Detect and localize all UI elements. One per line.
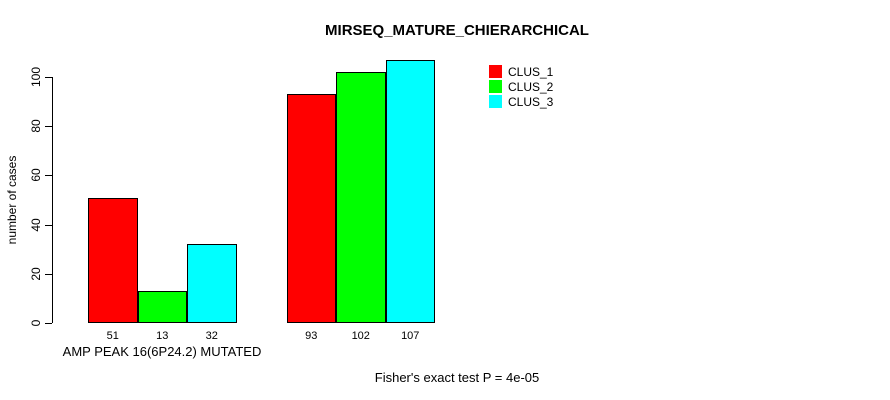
legend-label: CLUS_3 xyxy=(508,94,554,109)
legend-swatch-icon xyxy=(489,80,502,93)
legend-swatch-icon xyxy=(489,95,502,108)
y-tick-label: 20 xyxy=(29,267,43,281)
y-tick-label: 60 xyxy=(29,168,43,183)
bar-value-label: 107 xyxy=(401,330,420,342)
y-tick-mark xyxy=(45,323,52,324)
y-tick-mark xyxy=(45,273,52,275)
y-tick-mark xyxy=(45,175,52,177)
y-tick-label: 40 xyxy=(29,217,43,232)
legend: CLUS_1 CLUS_2 CLUS_3 xyxy=(489,64,553,109)
legend-row: CLUS_1 xyxy=(489,64,553,79)
bar-clus_1-group1 xyxy=(88,197,138,323)
y-tick-label: 0 xyxy=(29,319,43,327)
y-tick-mark xyxy=(45,126,52,128)
bar-clus_3-group1 xyxy=(187,244,237,323)
y-tick-mark xyxy=(45,224,52,226)
bar-clus_1-group2 xyxy=(286,94,336,323)
legend-row: CLUS_3 xyxy=(489,94,553,109)
legend-label: CLUS_2 xyxy=(508,79,554,94)
bar-value-label: 51 xyxy=(106,330,119,342)
bar-clus_2-group1 xyxy=(137,291,187,323)
bar-value-label: 13 xyxy=(156,330,169,342)
y-tick-label: 100 xyxy=(29,66,43,88)
y-tick-mark xyxy=(45,77,52,78)
bar-value-label: 32 xyxy=(205,330,218,342)
legend-label: CLUS_1 xyxy=(508,64,554,79)
x-axis-group-label: AMP PEAK 16(6P24.2) MUTATED xyxy=(62,344,262,359)
bar-clus_2-group2 xyxy=(336,72,386,323)
bar-value-label: 102 xyxy=(351,330,370,342)
legend-swatch-icon xyxy=(489,65,502,78)
annotation-pvalue: Fisher's exact test P = 4e-05 xyxy=(374,370,540,385)
y-tick-label: 80 xyxy=(29,119,43,133)
bar-clus_3-group2 xyxy=(385,59,435,323)
chart-title: MIRSEQ_MATURE_CHIERARCHICAL xyxy=(325,22,589,39)
bar-value-label: 93 xyxy=(305,330,318,342)
y-axis-line xyxy=(52,77,53,323)
y-axis-label: number of cases xyxy=(5,155,19,245)
legend-row: CLUS_2 xyxy=(489,79,553,94)
